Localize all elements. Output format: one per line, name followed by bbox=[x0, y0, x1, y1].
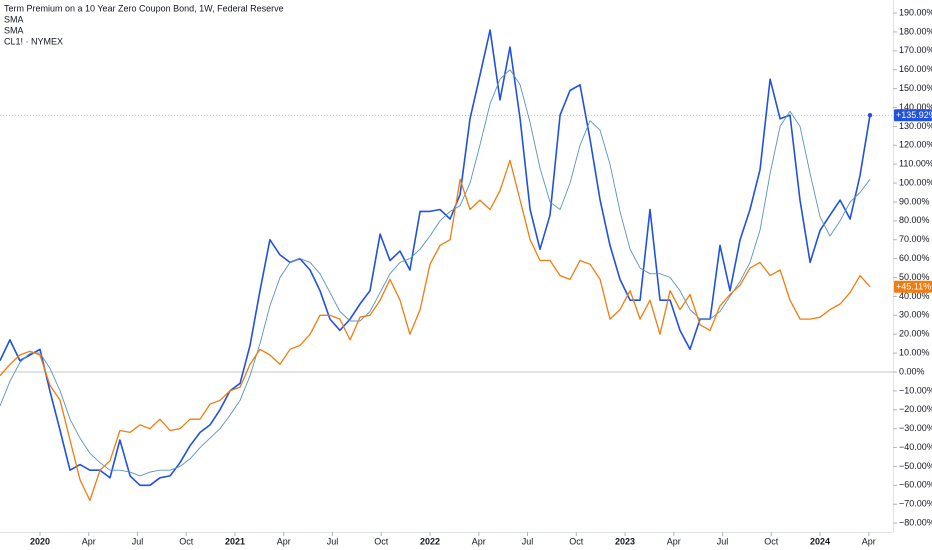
y-tick-label: 70.00% bbox=[899, 234, 930, 244]
x-tick-label: Jul bbox=[717, 536, 729, 546]
x-tick-label: Oct bbox=[374, 536, 389, 546]
x-tick-label: Oct bbox=[569, 536, 584, 546]
x-tick-label: Jul bbox=[132, 536, 144, 546]
x-tick-label: Oct bbox=[764, 536, 779, 546]
x-tick-label: Apr bbox=[277, 536, 291, 546]
y-tick-label: −50.00% bbox=[899, 461, 932, 471]
x-tick-label: 2021 bbox=[225, 536, 245, 546]
legend-entry: SMA bbox=[4, 14, 24, 24]
y-tick-label: 20.00% bbox=[899, 329, 930, 339]
y-tick-label: 100.00% bbox=[899, 177, 932, 187]
x-tick-label: 2024 bbox=[810, 536, 830, 546]
y-tick-label: −20.00% bbox=[899, 404, 932, 414]
last-value-badge bbox=[894, 109, 932, 122]
y-tick-label: 10.00% bbox=[899, 347, 930, 357]
legend-entry: Term Premium on a 10 Year Zero Coupon Bo… bbox=[4, 3, 284, 13]
y-tick-label: 190.00% bbox=[899, 7, 932, 17]
y-tick-label: 30.00% bbox=[899, 310, 930, 320]
y-tick-label: −70.00% bbox=[899, 499, 932, 509]
last-value-label: +45.11% bbox=[896, 282, 931, 292]
series-line bbox=[0, 159, 871, 502]
x-tick-label: Apr bbox=[82, 536, 96, 546]
y-tick-label: 50.00% bbox=[899, 272, 930, 282]
y-tick-label: 130.00% bbox=[899, 121, 932, 131]
x-tick-label: 2023 bbox=[615, 536, 635, 546]
last-value-label: +135.92% bbox=[896, 110, 932, 120]
y-tick-label: 80.00% bbox=[899, 215, 930, 225]
y-tick-label: 120.00% bbox=[899, 140, 932, 150]
x-tick-label: 2022 bbox=[420, 536, 440, 546]
x-tick-label: Jul bbox=[522, 536, 534, 546]
y-tick-label: 60.00% bbox=[899, 253, 930, 263]
y-tick-label: 40.00% bbox=[899, 291, 930, 301]
x-tick-label: Apr bbox=[862, 536, 876, 546]
y-tick-label: 170.00% bbox=[899, 45, 932, 55]
y-tick-label: 90.00% bbox=[899, 196, 930, 206]
y-tick-label: −60.00% bbox=[899, 480, 932, 490]
legend-entry: SMA bbox=[4, 25, 24, 35]
y-tick-label: −40.00% bbox=[899, 442, 932, 452]
x-tick-label: Apr bbox=[472, 536, 486, 546]
y-tick-label: 0.00% bbox=[899, 366, 925, 376]
last-value-badge bbox=[894, 280, 932, 293]
y-tick-label: 150.00% bbox=[899, 83, 932, 93]
x-tick-label: Oct bbox=[179, 536, 194, 546]
legend-entry: CL1! · NYMEX bbox=[4, 36, 63, 46]
x-tick-label: 2020 bbox=[30, 536, 50, 546]
x-tick-label: Apr bbox=[667, 536, 681, 546]
y-tick-label: −30.00% bbox=[899, 423, 932, 433]
y-tick-label: 160.00% bbox=[899, 64, 932, 74]
last-point bbox=[867, 113, 873, 118]
series-line bbox=[0, 69, 871, 477]
y-tick-label: 110.00% bbox=[899, 159, 932, 169]
y-tick-label: −10.00% bbox=[899, 385, 932, 395]
x-tick-label: Jul bbox=[327, 536, 339, 546]
y-tick-label: 180.00% bbox=[899, 26, 932, 36]
y-tick-label: 140.00% bbox=[899, 102, 932, 112]
series-line bbox=[0, 29, 871, 487]
y-tick-label: −80.00% bbox=[899, 517, 932, 527]
